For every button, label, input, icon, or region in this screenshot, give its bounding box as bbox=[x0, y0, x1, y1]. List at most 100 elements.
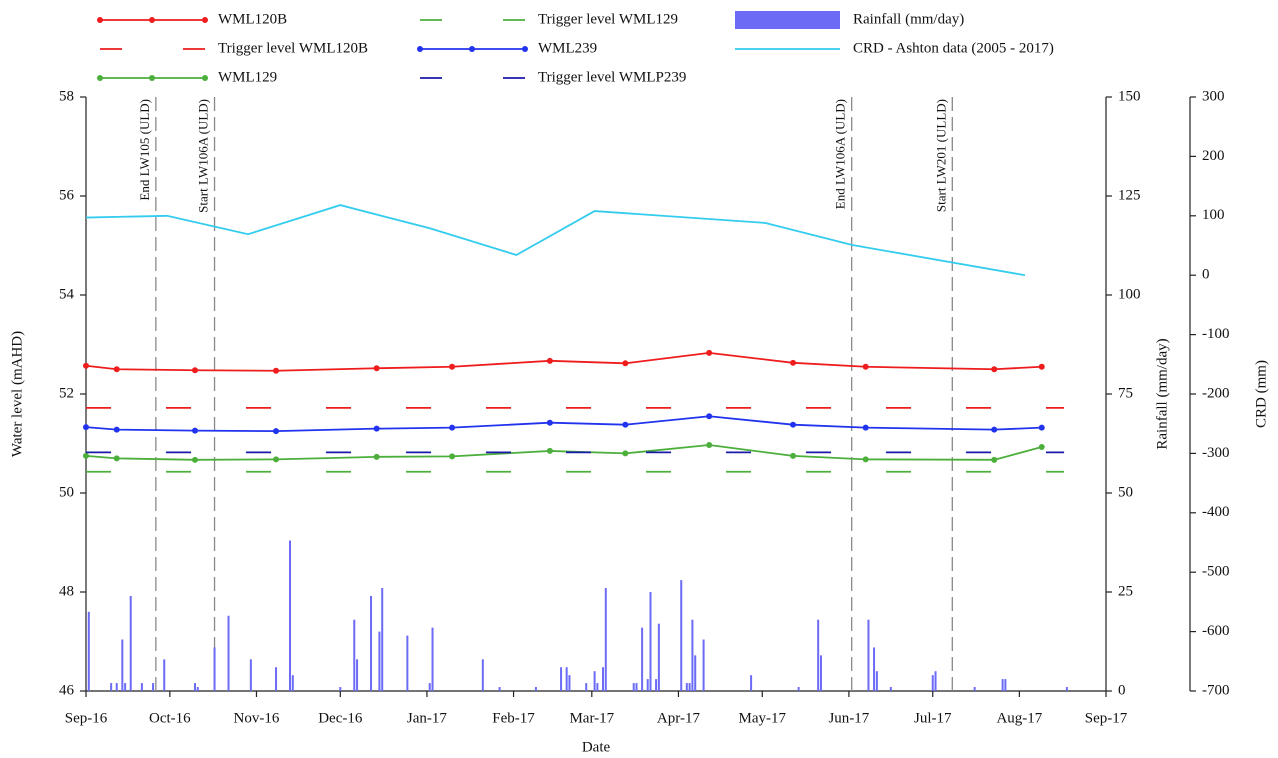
bar bbox=[534, 687, 537, 691]
y3-tick-label: -200 bbox=[1202, 385, 1230, 401]
y2-axis-label: Rainfall (mm/day) bbox=[1154, 338, 1170, 449]
line bbox=[85, 352, 1042, 372]
y3-tick-label: 300 bbox=[1202, 88, 1225, 104]
point bbox=[273, 456, 280, 463]
bar bbox=[867, 619, 870, 691]
bar bbox=[691, 619, 694, 691]
bar bbox=[649, 592, 652, 691]
bar bbox=[680, 580, 683, 691]
point bbox=[622, 421, 629, 428]
bar bbox=[291, 675, 294, 691]
y2-tick-label: 100 bbox=[1118, 286, 1141, 302]
point bbox=[862, 424, 869, 431]
y2-tick-label: 75 bbox=[1118, 385, 1133, 401]
y2-tick-label: 125 bbox=[1118, 187, 1141, 203]
bar bbox=[635, 683, 638, 691]
point bbox=[449, 363, 456, 370]
bar bbox=[481, 659, 484, 691]
legend-marker bbox=[469, 46, 475, 52]
point bbox=[113, 366, 120, 373]
point bbox=[273, 428, 280, 435]
bar bbox=[601, 667, 604, 691]
x-tick-label: Dec-16 bbox=[318, 710, 363, 726]
legend-swatch bbox=[735, 11, 840, 29]
annotation: End LW106A (ULD) bbox=[833, 99, 848, 209]
legend-marker bbox=[417, 46, 423, 52]
x-tick-label: Apr-17 bbox=[657, 710, 701, 726]
bar bbox=[702, 639, 705, 691]
point bbox=[273, 367, 280, 374]
bar bbox=[124, 683, 127, 691]
bar bbox=[498, 687, 501, 691]
bar bbox=[129, 595, 132, 691]
bar bbox=[1001, 679, 1004, 691]
bar bbox=[875, 671, 878, 691]
bar bbox=[428, 683, 431, 691]
bar bbox=[339, 687, 342, 691]
point bbox=[449, 424, 456, 431]
y3-tick-label: -700 bbox=[1202, 682, 1230, 698]
y2-tick-label: 50 bbox=[1118, 484, 1133, 500]
bar bbox=[431, 627, 434, 691]
y-tick-label: 50 bbox=[59, 484, 74, 500]
legend-marker bbox=[149, 17, 155, 23]
point bbox=[83, 362, 89, 369]
point bbox=[622, 450, 629, 457]
bar bbox=[931, 675, 934, 691]
point bbox=[83, 424, 89, 431]
y3-tick-label: -300 bbox=[1202, 445, 1230, 461]
bar bbox=[140, 683, 143, 691]
legend-label: WML129 bbox=[218, 69, 277, 85]
bar bbox=[193, 683, 196, 691]
point bbox=[991, 366, 998, 373]
x-axis-label: Date bbox=[582, 739, 611, 755]
legend-label: Trigger level WML129 bbox=[538, 11, 678, 27]
bar bbox=[289, 540, 291, 691]
point bbox=[862, 363, 869, 370]
legend-marker bbox=[522, 46, 528, 52]
bar bbox=[568, 675, 571, 691]
legend-label: CRD - Ashton data (2005 - 2017) bbox=[853, 40, 1054, 56]
bar bbox=[87, 611, 90, 691]
point bbox=[191, 427, 198, 434]
bar bbox=[110, 683, 113, 691]
bar bbox=[152, 683, 155, 691]
bar bbox=[593, 671, 596, 691]
point bbox=[790, 452, 797, 459]
point bbox=[622, 360, 629, 367]
bar bbox=[378, 631, 381, 691]
x-tick-label: May-17 bbox=[739, 710, 787, 726]
annotation: Start LW106A (ULD) bbox=[196, 99, 211, 213]
bar bbox=[370, 595, 373, 691]
point bbox=[191, 367, 198, 374]
y2-tick-label: 25 bbox=[1118, 583, 1133, 599]
point bbox=[113, 426, 120, 433]
legend-marker bbox=[202, 17, 208, 23]
x-tick-label: Aug-17 bbox=[996, 710, 1042, 726]
y3-tick-label: 0 bbox=[1202, 267, 1210, 283]
x-tick-label: Mar-17 bbox=[569, 710, 614, 726]
legend-marker bbox=[149, 75, 155, 81]
legend-label: WML239 bbox=[538, 40, 597, 56]
line bbox=[85, 415, 1042, 433]
bar bbox=[381, 588, 384, 691]
bar bbox=[688, 683, 691, 691]
point bbox=[373, 365, 380, 372]
x-tick-label: Sep-16 bbox=[65, 710, 108, 726]
bar bbox=[353, 619, 356, 691]
point bbox=[706, 413, 713, 420]
point bbox=[373, 425, 380, 432]
bar bbox=[685, 683, 688, 691]
bar bbox=[797, 687, 800, 691]
point bbox=[373, 453, 380, 460]
bar bbox=[889, 687, 892, 691]
y-axis-label: Water level (mAHD) bbox=[9, 331, 25, 457]
point bbox=[449, 453, 456, 460]
x-tick-label: Jun-17 bbox=[828, 710, 869, 726]
bar bbox=[196, 687, 199, 691]
legend-marker bbox=[202, 75, 208, 81]
bar bbox=[585, 683, 588, 691]
point bbox=[991, 456, 998, 463]
bar bbox=[121, 639, 124, 691]
point bbox=[546, 419, 553, 426]
